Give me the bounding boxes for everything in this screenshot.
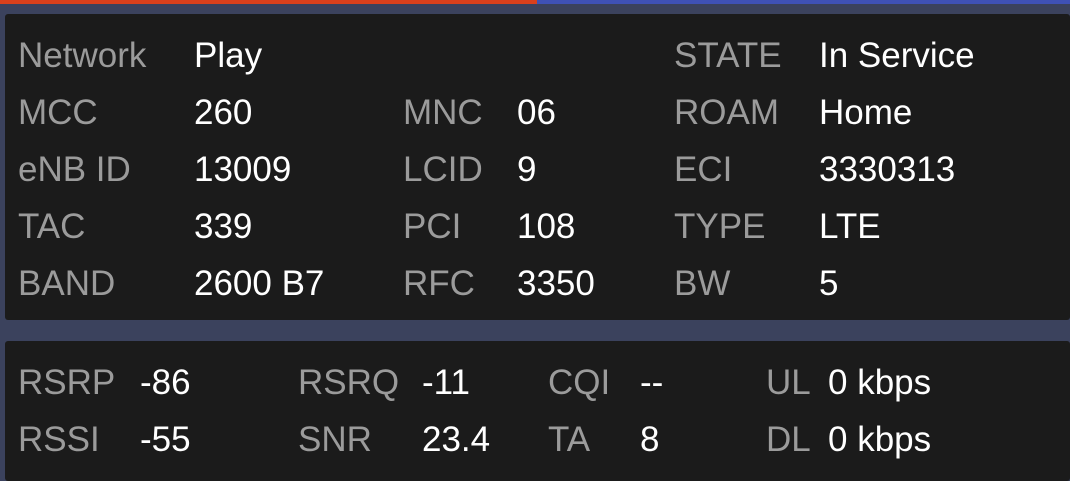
cell-field-value: 13009	[194, 150, 292, 189]
cell-field-label: eNB ID	[18, 150, 131, 189]
signal-field-label: TA	[548, 420, 591, 459]
signal-field-value: -11	[422, 363, 470, 402]
signal-field-label: RSSI	[18, 420, 100, 459]
signal-info-panel	[5, 341, 1070, 481]
cell-field-value: 3330313	[819, 150, 956, 189]
progress-bar-left	[0, 0, 537, 4]
cell-field-value: 9	[517, 150, 537, 189]
signal-field-label: DL	[766, 420, 811, 459]
cell-field-value: 108	[517, 207, 576, 246]
cell-field-value: LTE	[819, 207, 881, 246]
cell-field-value: 06	[517, 93, 556, 132]
signal-field-value: -86	[140, 363, 191, 402]
cell-field-label: MCC	[18, 93, 98, 132]
signal-field-label: RSRP	[18, 363, 116, 402]
cell-field-label: BW	[674, 264, 731, 303]
signal-field-label: SNR	[298, 420, 372, 459]
signal-field-value: 23.4	[422, 420, 491, 459]
signal-field-value: 0 kbps	[828, 420, 932, 459]
cell-info-panel	[5, 14, 1070, 320]
cell-field-value: Play	[194, 36, 263, 75]
cell-field-label: PCI	[403, 207, 462, 246]
cell-field-label: ECI	[674, 150, 733, 189]
signal-field-label: CQI	[548, 363, 611, 402]
cell-field-label: STATE	[674, 36, 782, 75]
cell-field-label: MNC	[403, 93, 483, 132]
progress-bar-right	[537, 0, 1070, 4]
cell-field-label: TAC	[18, 207, 86, 246]
cell-field-value: 260	[194, 93, 253, 132]
cell-field-label: RFC	[403, 264, 475, 303]
signal-field-value: --	[640, 363, 664, 402]
cell-field-label: TYPE	[674, 207, 766, 246]
signal-field-value: -55	[140, 420, 191, 459]
cell-field-label: ROAM	[674, 93, 779, 132]
cell-field-value: Home	[819, 93, 913, 132]
cell-field-value: In Service	[819, 36, 975, 75]
cell-field-value: 339	[194, 207, 253, 246]
signal-field-value: 8	[640, 420, 660, 459]
signal-field-label: RSRQ	[298, 363, 400, 402]
signal-field-label: UL	[766, 363, 811, 402]
cell-field-label: BAND	[18, 264, 116, 303]
cell-field-value: 3350	[517, 264, 595, 303]
cell-field-value: 2600 B7	[194, 264, 325, 303]
cell-field-label: Network	[18, 36, 147, 75]
cell-field-value: 5	[819, 264, 839, 303]
cell-field-label: LCID	[403, 150, 483, 189]
signal-field-value: 0 kbps	[828, 363, 932, 402]
